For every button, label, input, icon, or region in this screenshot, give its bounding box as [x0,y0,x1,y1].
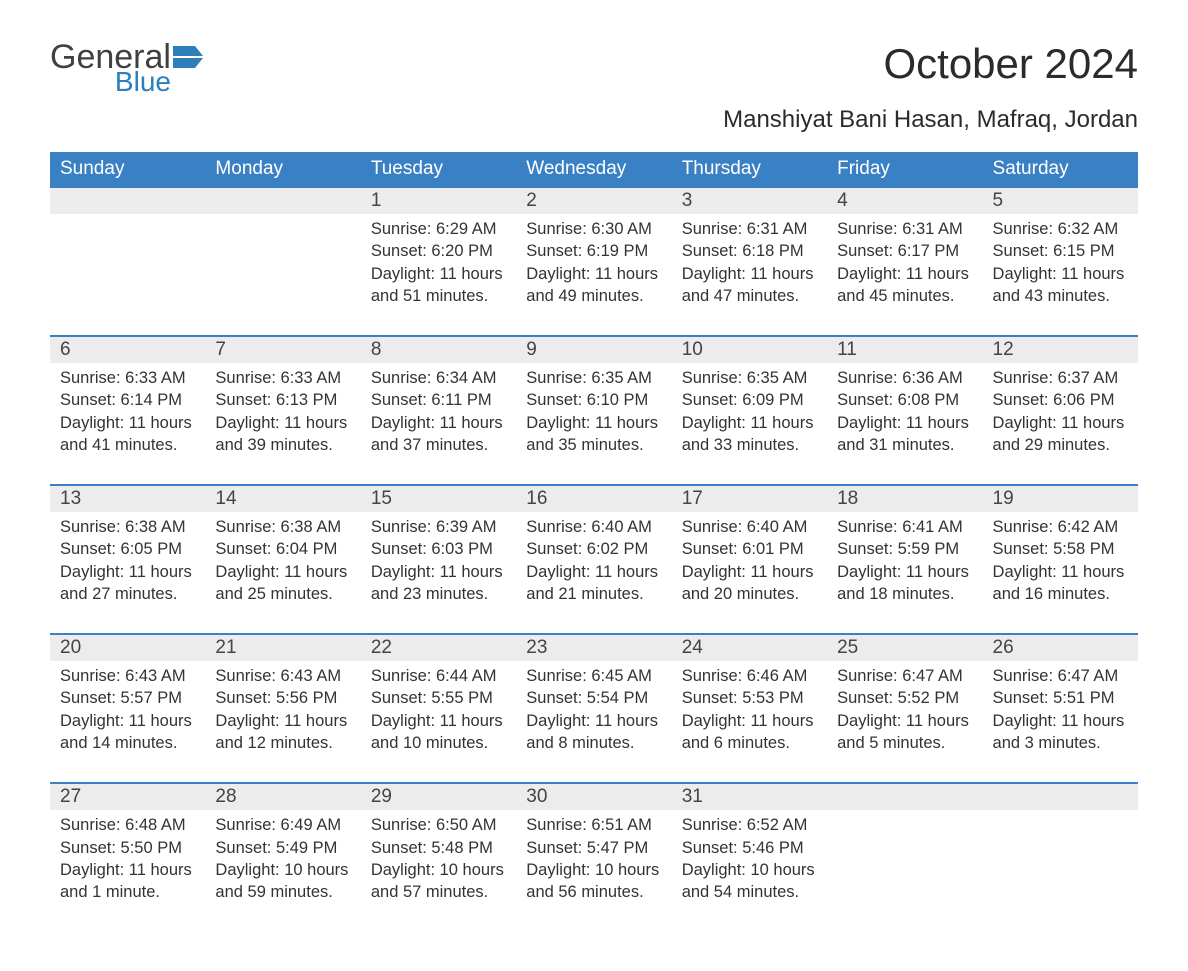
day-detail: Sunrise: 6:35 AM Sunset: 6:10 PM Dayligh… [516,363,671,485]
day-number: 11 [827,336,982,363]
day-detail [827,810,982,931]
calendar-table: Sunday Monday Tuesday Wednesday Thursday… [50,152,1138,931]
day-number: 28 [205,783,360,810]
day-number [827,783,982,810]
day-detail-row: Sunrise: 6:33 AM Sunset: 6:14 PM Dayligh… [50,363,1138,485]
day-detail: Sunrise: 6:49 AM Sunset: 5:49 PM Dayligh… [205,810,360,931]
day-number [50,187,205,214]
day-detail: Sunrise: 6:37 AM Sunset: 6:06 PM Dayligh… [983,363,1138,485]
day-detail-row: Sunrise: 6:38 AM Sunset: 6:05 PM Dayligh… [50,512,1138,634]
day-detail: Sunrise: 6:34 AM Sunset: 6:11 PM Dayligh… [361,363,516,485]
day-detail: Sunrise: 6:33 AM Sunset: 6:14 PM Dayligh… [50,363,205,485]
weekday-header: Saturday [983,152,1138,187]
day-number: 21 [205,634,360,661]
day-detail: Sunrise: 6:51 AM Sunset: 5:47 PM Dayligh… [516,810,671,931]
day-number: 22 [361,634,516,661]
day-number: 16 [516,485,671,512]
day-number: 12 [983,336,1138,363]
day-number: 7 [205,336,360,363]
day-number: 10 [672,336,827,363]
logo-text: General Blue [50,40,171,96]
day-number: 25 [827,634,982,661]
day-detail: Sunrise: 6:35 AM Sunset: 6:09 PM Dayligh… [672,363,827,485]
weekday-header-row: Sunday Monday Tuesday Wednesday Thursday… [50,152,1138,187]
location: Manshiyat Bani Hasan, Mafraq, Jordan [723,106,1138,134]
day-number: 8 [361,336,516,363]
day-number: 13 [50,485,205,512]
day-detail [50,214,205,336]
day-detail: Sunrise: 6:29 AM Sunset: 6:20 PM Dayligh… [361,214,516,336]
day-detail: Sunrise: 6:47 AM Sunset: 5:51 PM Dayligh… [983,661,1138,783]
day-number: 2 [516,187,671,214]
day-number: 23 [516,634,671,661]
day-number-row: 2728293031 [50,783,1138,810]
day-detail-row: Sunrise: 6:43 AM Sunset: 5:57 PM Dayligh… [50,661,1138,783]
flag-icon [173,46,209,72]
day-detail: Sunrise: 6:32 AM Sunset: 6:15 PM Dayligh… [983,214,1138,336]
day-detail: Sunrise: 6:41 AM Sunset: 5:59 PM Dayligh… [827,512,982,634]
day-number: 4 [827,187,982,214]
day-detail: Sunrise: 6:31 AM Sunset: 6:17 PM Dayligh… [827,214,982,336]
day-detail: Sunrise: 6:40 AM Sunset: 6:01 PM Dayligh… [672,512,827,634]
day-detail: Sunrise: 6:30 AM Sunset: 6:19 PM Dayligh… [516,214,671,336]
day-detail: Sunrise: 6:47 AM Sunset: 5:52 PM Dayligh… [827,661,982,783]
day-detail: Sunrise: 6:40 AM Sunset: 6:02 PM Dayligh… [516,512,671,634]
day-number-row: 13141516171819 [50,485,1138,512]
day-number [983,783,1138,810]
day-number-row: 20212223242526 [50,634,1138,661]
day-number: 29 [361,783,516,810]
day-number: 15 [361,485,516,512]
day-detail: Sunrise: 6:48 AM Sunset: 5:50 PM Dayligh… [50,810,205,931]
day-detail-row: Sunrise: 6:29 AM Sunset: 6:20 PM Dayligh… [50,214,1138,336]
weekday-header: Monday [205,152,360,187]
day-detail: Sunrise: 6:45 AM Sunset: 5:54 PM Dayligh… [516,661,671,783]
weekday-header: Sunday [50,152,205,187]
weekday-header: Thursday [672,152,827,187]
day-number-row: 12345 [50,187,1138,214]
day-detail: Sunrise: 6:46 AM Sunset: 5:53 PM Dayligh… [672,661,827,783]
day-number: 1 [361,187,516,214]
day-number: 31 [672,783,827,810]
day-number: 26 [983,634,1138,661]
day-detail [205,214,360,336]
day-number: 6 [50,336,205,363]
day-number: 24 [672,634,827,661]
title-block: October 2024 Manshiyat Bani Hasan, Mafra… [723,40,1138,134]
day-number: 14 [205,485,360,512]
day-number: 17 [672,485,827,512]
day-number [205,187,360,214]
day-detail [983,810,1138,931]
day-detail: Sunrise: 6:31 AM Sunset: 6:18 PM Dayligh… [672,214,827,336]
day-number: 30 [516,783,671,810]
day-number: 9 [516,336,671,363]
day-detail: Sunrise: 6:36 AM Sunset: 6:08 PM Dayligh… [827,363,982,485]
header: General Blue October 2024 Manshiyat Bani… [50,40,1138,134]
weekday-header: Friday [827,152,982,187]
day-number: 5 [983,187,1138,214]
weekday-header: Wednesday [516,152,671,187]
day-detail: Sunrise: 6:39 AM Sunset: 6:03 PM Dayligh… [361,512,516,634]
logo: General Blue [50,40,209,96]
day-number: 3 [672,187,827,214]
day-detail: Sunrise: 6:52 AM Sunset: 5:46 PM Dayligh… [672,810,827,931]
day-detail: Sunrise: 6:38 AM Sunset: 6:04 PM Dayligh… [205,512,360,634]
day-detail: Sunrise: 6:50 AM Sunset: 5:48 PM Dayligh… [361,810,516,931]
day-detail: Sunrise: 6:42 AM Sunset: 5:58 PM Dayligh… [983,512,1138,634]
weekday-header: Tuesday [361,152,516,187]
day-number: 18 [827,485,982,512]
day-detail: Sunrise: 6:33 AM Sunset: 6:13 PM Dayligh… [205,363,360,485]
day-detail: Sunrise: 6:38 AM Sunset: 6:05 PM Dayligh… [50,512,205,634]
day-detail: Sunrise: 6:43 AM Sunset: 5:57 PM Dayligh… [50,661,205,783]
day-number: 27 [50,783,205,810]
day-detail-row: Sunrise: 6:48 AM Sunset: 5:50 PM Dayligh… [50,810,1138,931]
day-detail: Sunrise: 6:43 AM Sunset: 5:56 PM Dayligh… [205,661,360,783]
day-detail: Sunrise: 6:44 AM Sunset: 5:55 PM Dayligh… [361,661,516,783]
day-number-row: 6789101112 [50,336,1138,363]
month-title: October 2024 [723,40,1138,88]
day-number: 20 [50,634,205,661]
day-number: 19 [983,485,1138,512]
